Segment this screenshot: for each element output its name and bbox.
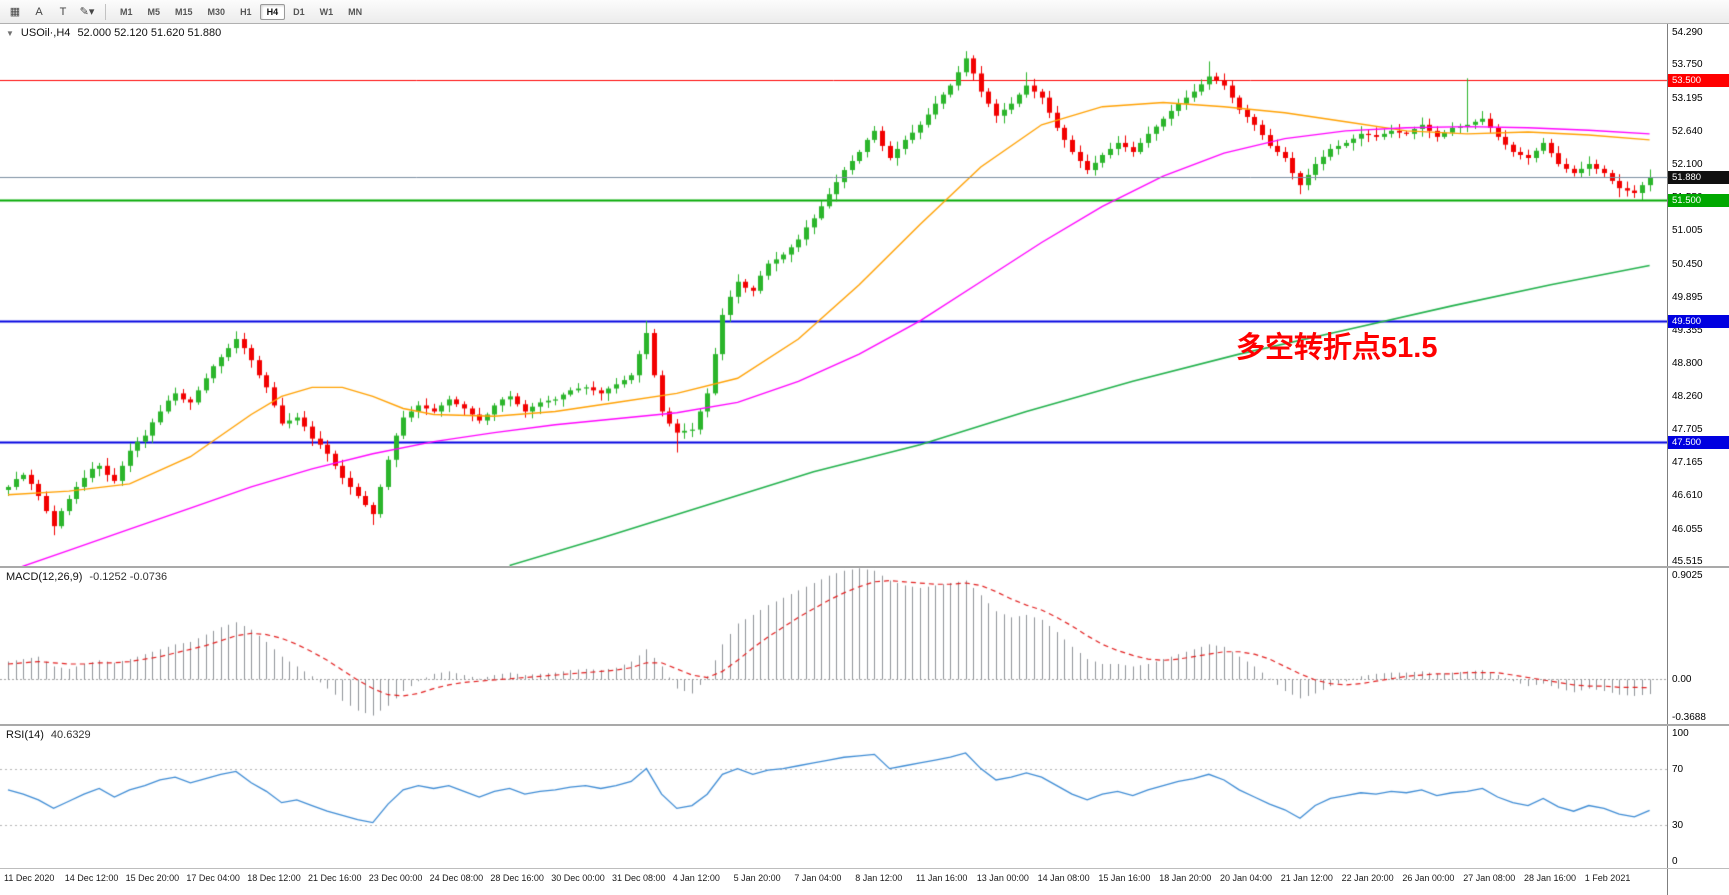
macd-pane: MACD(12,26,9) -0.1252 -0.0736	[0, 568, 1667, 724]
chart-area: ▼ USOil·,H4 52.000 52.120 51.620 51.880 …	[0, 24, 1729, 895]
time-label: 28 Jan 16:00	[1524, 873, 1577, 883]
rsi-tick-label: 70	[1672, 764, 1684, 775]
price-badge-51.500: 51.500	[1668, 194, 1729, 207]
toolbar-separator	[105, 3, 106, 20]
time-label: 8 Jan 12:00	[855, 873, 903, 883]
timeframe-button-m5[interactable]: M5	[147, 6, 161, 17]
time-label: 21 Jan 12:00	[1280, 873, 1333, 883]
price-tick-label: 47.165	[1672, 457, 1703, 468]
main-chart-pane: ▼ USOil·,H4 52.000 52.120 51.620 51.880 …	[0, 24, 1667, 566]
price-tick-label: 52.640	[1672, 126, 1703, 137]
top-toolbar: ▦ A T ✎▾ M1 M5 M15 M30 H1 H4 D1 W1 MN	[0, 0, 1729, 24]
price-tick-label: 53.750	[1672, 59, 1703, 70]
time-label: 18 Dec 12:00	[247, 873, 301, 883]
text-annotation-tool[interactable]: A	[35, 5, 43, 18]
time-label: 21 Dec 16:00	[308, 873, 362, 883]
price-tick-label: 45.515	[1672, 556, 1703, 567]
symbol-timeframe-label: USOil·,H4	[20, 27, 71, 39]
time-label: 14 Jan 08:00	[1037, 873, 1090, 883]
time-label: 27 Jan 08:00	[1463, 873, 1516, 883]
price-tick-label: 46.610	[1672, 490, 1703, 501]
collapse-triangle-icon[interactable]: ▼	[6, 29, 14, 38]
time-label: 20 Jan 04:00	[1220, 873, 1273, 883]
time-label: 26 Jan 00:00	[1402, 873, 1455, 883]
timeframe-button-h1[interactable]: H1	[240, 6, 252, 17]
macd-canvas[interactable]	[0, 568, 1667, 724]
drawing-tools-dropdown[interactable]: ✎▾	[79, 6, 95, 18]
time-label: 15 Jan 16:00	[1098, 873, 1151, 883]
time-label: 13 Jan 00:00	[976, 873, 1029, 883]
price-badge-53.500: 53.500	[1668, 74, 1729, 87]
rsi-canvas[interactable]	[0, 726, 1667, 868]
drawing-tools-group: ▦ A T ✎▾	[4, 2, 98, 22]
time-label: 28 Dec 16:00	[490, 873, 544, 883]
time-axis[interactable]: 11 Dec 2020 14 Dec 12:00 15 Dec 20:00 17 De…	[0, 869, 1667, 895]
timeframe-button-h4[interactable]: H4	[259, 3, 286, 20]
pane-separator[interactable]	[0, 566, 1729, 568]
ohlc-values: 52.000 52.120 51.620 51.880	[77, 27, 222, 39]
timeframe-button-m30[interactable]: M30	[207, 6, 226, 17]
time-label: 23 Dec 00:00	[368, 873, 423, 883]
timeframe-button-m15[interactable]: M15	[175, 6, 193, 17]
time-label: 7 Jan 04:00	[794, 873, 842, 883]
price-badge-49.500: 49.500	[1668, 315, 1729, 328]
annotation-text: 多空转折点51.5	[1236, 332, 1438, 364]
price-axis[interactable]: 54.29053.75053.19552.64052.10051.55051.0…	[1667, 24, 1729, 895]
rsi-pane: RSI(14) 40.6329	[0, 726, 1667, 868]
rsi-value: 40.6329	[50, 729, 91, 741]
rsi-title: RSI(14) 40.6329	[6, 729, 91, 741]
time-label: 30 Dec 00:00	[551, 873, 605, 883]
main-chart-canvas[interactable]	[0, 24, 1667, 566]
macd-tick-label: 0.9025	[1672, 570, 1703, 581]
price-tick-label: 53.195	[1672, 93, 1703, 104]
chart-title: ▼ USOil·,H4 52.000 52.120 51.620 51.880	[6, 27, 221, 41]
time-label: 11 Dec 2020	[4, 873, 55, 883]
pane-separator[interactable]	[0, 724, 1729, 726]
time-label: 1 Feb 2021	[1584, 873, 1631, 883]
price-tick-label: 48.260	[1672, 391, 1703, 402]
time-label: 5 Jan 20:00	[733, 873, 781, 883]
timeframe-button-mn[interactable]: MN	[348, 6, 363, 17]
macd-title: MACD(12,26,9) -0.1252 -0.0736	[6, 571, 167, 583]
rsi-tick-label: 30	[1672, 820, 1684, 831]
pane-separator[interactable]	[0, 868, 1729, 869]
time-label: 24 Dec 08:00	[429, 873, 484, 883]
macd-label: MACD(12,26,9)	[6, 571, 83, 583]
macd-values: -0.1252 -0.0736	[89, 571, 168, 583]
current-price-badge: 51.880	[1668, 171, 1729, 184]
price-tick-label: 52.100	[1672, 159, 1703, 170]
timeframe-button-w1[interactable]: W1	[319, 6, 334, 17]
timeframe-group: M1 M5 M15 M30 H1 H4 D1 W1 MN	[113, 3, 369, 20]
timeframe-button-d1[interactable]: D1	[293, 6, 305, 17]
price-badge-47.500: 47.500	[1668, 436, 1729, 449]
price-tick-label: 49.355	[1672, 325, 1703, 336]
time-label: 18 Jan 20:00	[1159, 873, 1212, 883]
macd-tick-label: -0.3688	[1672, 712, 1706, 723]
time-label: 11 Jan 16:00	[916, 873, 968, 883]
price-tick-label: 47.705	[1672, 424, 1703, 435]
time-label: 4 Jan 12:00	[672, 873, 720, 883]
time-label: 17 Dec 04:00	[186, 873, 240, 883]
chart-grid-tool[interactable]: ▦	[9, 6, 21, 18]
price-tick-label: 46.055	[1672, 524, 1703, 535]
timeframe-button-m1[interactable]: M1	[120, 6, 133, 17]
price-tick-label: 54.290	[1672, 27, 1703, 38]
time-label: 14 Dec 12:00	[64, 873, 119, 883]
rsi-label: RSI(14)	[6, 729, 44, 741]
time-label: 31 Dec 08:00	[612, 873, 666, 883]
time-label: 15 Dec 20:00	[125, 873, 180, 883]
price-tick-label: 51.005	[1672, 225, 1703, 236]
price-tick-label: 48.800	[1672, 358, 1703, 369]
price-tick-label: 50.450	[1672, 259, 1703, 270]
price-tick-label: 49.895	[1672, 292, 1703, 303]
time-label: 22 Jan 20:00	[1341, 873, 1394, 883]
macd-tick-label: 0.00	[1672, 674, 1692, 685]
text-label-tool[interactable]: T	[59, 5, 67, 18]
rsi-tick-label: 100	[1672, 728, 1689, 739]
rsi-tick-label: 0	[1672, 856, 1678, 867]
